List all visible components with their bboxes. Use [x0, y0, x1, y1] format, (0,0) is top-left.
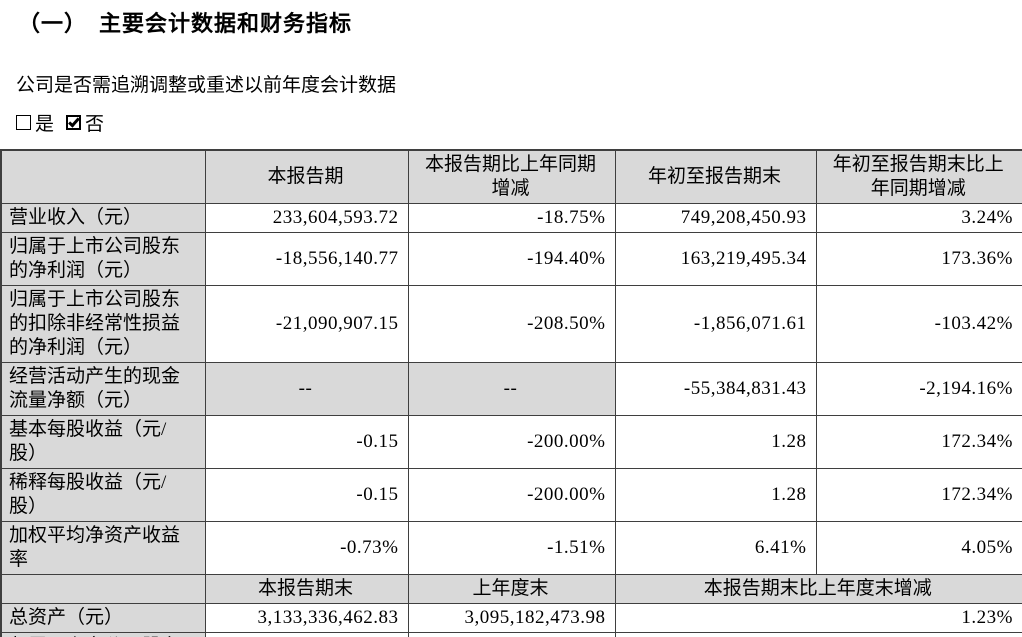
cell-value: -2,194.16%	[815, 362, 1022, 416]
column-header: 上年度末	[407, 574, 616, 604]
row-label: 稀释每股收益（元/ 股）	[0, 468, 206, 522]
period-header-row: 本报告期 本报告期比上年同期 增减 年初至报告期末 年初至报告期末比上 年同期增…	[0, 149, 1022, 204]
row-label: 归属于上市公司股东 的所有者权益（元）	[0, 632, 206, 637]
table-row-weighted-avg-roe: 加权平均净资产收益 率 -0.73% -1.51% 6.41% 4.05%	[0, 521, 1022, 575]
table-row-net-profit-excl-nonrecurring: 归属于上市公司股东 的扣除非经常性损益 的净利润（元） -21,090,907.…	[0, 285, 1022, 363]
column-header: 年初至报告期末	[614, 149, 817, 204]
cell-value: 163,219,495.34	[614, 232, 817, 286]
cell-value: -18,556,140.77	[204, 232, 409, 286]
column-header: 年初至报告期末比上 年同期增减	[815, 149, 1022, 204]
corner-cell	[0, 574, 206, 604]
cell-value: --	[204, 362, 409, 416]
table-row-net-profit: 归属于上市公司股东 的净利润（元） -18,556,140.77 -194.40…	[0, 232, 1022, 286]
column-header: 本报告期比上年同期 增减	[407, 149, 616, 204]
checkbox-unchecked-icon[interactable]	[16, 115, 31, 130]
table-row-total-assets: 总资产（元） 3,133,336,462.83 3,095,182,473.98…	[0, 603, 1022, 633]
row-label: 加权平均净资产收益 率	[0, 521, 206, 575]
cell-value: -0.15	[204, 468, 409, 522]
row-label: 基本每股收益（元/ 股）	[0, 415, 206, 469]
table-row-operating-cash-flow: 经营活动产生的现金 流量净额（元） -- -- -55,384,831.43 -…	[0, 362, 1022, 416]
report-page: （一） 主要会计数据和财务指标 公司是否需追溯调整或重述以前年度会计数据 是 否…	[0, 6, 1022, 637]
restate-no-option[interactable]: 否	[66, 109, 104, 136]
column-header: 本报告期末	[204, 574, 409, 604]
row-label: 归属于上市公司股东 的净利润（元）	[0, 232, 206, 286]
cell-value: 3,095,182,473.98	[407, 603, 616, 633]
section-title: （一） 主要会计数据和财务指标	[18, 11, 353, 36]
cell-value: -200.00%	[407, 415, 616, 469]
row-label: 营业收入（元）	[0, 203, 206, 233]
cell-value: 6.41%	[614, 521, 817, 575]
cell-value: -21,090,907.15	[204, 285, 409, 363]
cell-value: 173.36%	[815, 232, 1022, 286]
cell-value: -194.40%	[407, 232, 616, 286]
cell-value: -55,384,831.43	[614, 362, 817, 416]
table-row-revenue: 营业收入（元） 233,604,593.72 -18.75% 749,208,4…	[0, 203, 1022, 233]
table-row-owners-equity: 归属于上市公司股东 的所有者权益（元） 2,613,671,257.54 2,4…	[0, 632, 1022, 637]
restatement-options: 是 否	[16, 109, 1022, 136]
cell-value: 3.24%	[815, 203, 1022, 233]
cell-value: -1.51%	[407, 521, 616, 575]
cell-value: 2,613,671,257.54	[204, 632, 409, 637]
cell-value: 1.23%	[614, 603, 1022, 633]
cell-value: 233,604,593.72	[204, 203, 409, 233]
cell-value: -208.50%	[407, 285, 616, 363]
restate-yes-label: 是	[35, 114, 55, 135]
cell-value: 172.34%	[815, 468, 1022, 522]
cell-value: -200.00%	[407, 468, 616, 522]
cell-value: -1,856,071.61	[614, 285, 817, 363]
cell-value: 4.05%	[815, 521, 1022, 575]
cell-value: 172.34%	[815, 415, 1022, 469]
cell-value: 5.21%	[614, 632, 1022, 637]
column-header: 本报告期	[204, 149, 409, 204]
table-row-diluted-eps: 稀释每股收益（元/ 股） -0.15 -200.00% 1.28 172.34%	[0, 468, 1022, 522]
cell-value: 2,484,342,896.30	[407, 632, 616, 637]
cell-value: -18.75%	[407, 203, 616, 233]
cell-value: --	[407, 362, 616, 416]
row-label: 经营活动产生的现金 流量净额（元）	[0, 362, 206, 416]
cell-value: -0.73%	[204, 521, 409, 575]
restatement-question: 公司是否需追溯调整或重述以前年度会计数据	[16, 75, 397, 96]
cell-value: -0.15	[204, 415, 409, 469]
cell-value: -103.42%	[815, 285, 1022, 363]
cell-value: 1.28	[614, 415, 817, 469]
corner-cell	[0, 149, 206, 204]
restate-yes-option[interactable]: 是	[16, 109, 54, 136]
check-mark-icon	[68, 115, 80, 128]
cell-value: 3,133,336,462.83	[204, 603, 409, 633]
column-header: 本报告期末比上年度末增减	[614, 574, 1022, 604]
cell-value: 1.28	[614, 468, 817, 522]
table-row-basic-eps: 基本每股收益（元/ 股） -0.15 -200.00% 1.28 172.34%	[0, 415, 1022, 469]
financial-indicators-table: 本报告期 本报告期比上年同期 增减 年初至报告期末 年初至报告期末比上 年同期增…	[0, 149, 1022, 637]
cell-value: 749,208,450.93	[614, 203, 817, 233]
checkbox-checked-icon[interactable]	[66, 115, 82, 130]
restate-no-label: 否	[85, 114, 105, 135]
row-label: 归属于上市公司股东 的扣除非经常性损益 的净利润（元）	[0, 285, 206, 363]
row-label: 总资产（元）	[0, 603, 206, 633]
endpoint-header-row: 本报告期末 上年度末 本报告期末比上年度末增减	[0, 574, 1022, 604]
